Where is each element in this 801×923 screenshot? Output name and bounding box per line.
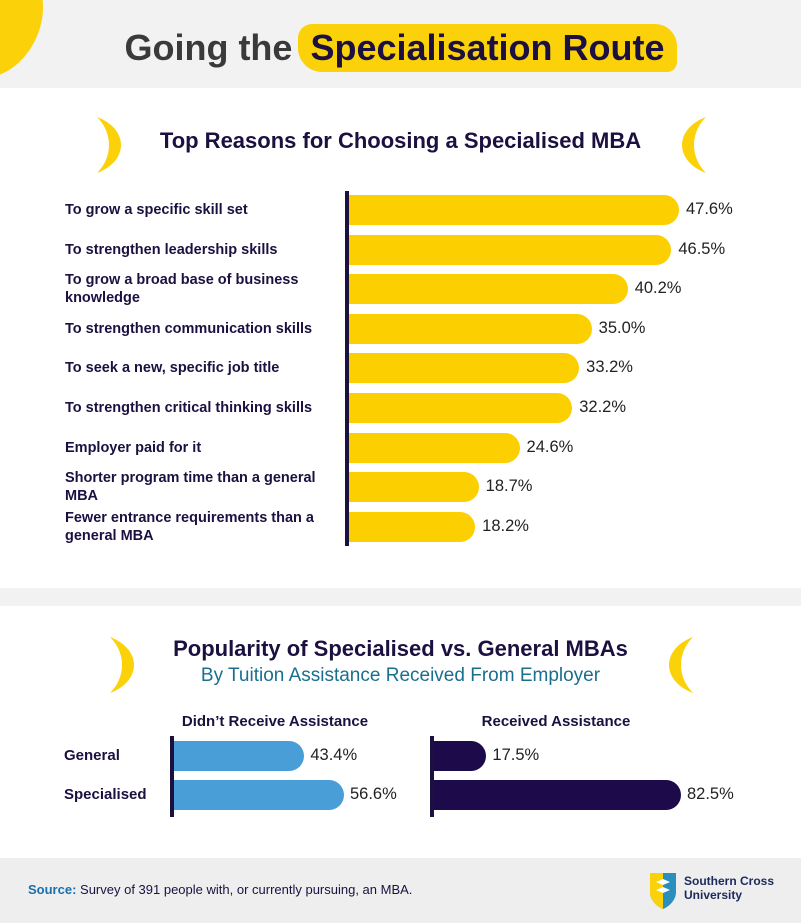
source-label: Source:: [28, 882, 77, 897]
reasons-bar: [349, 472, 479, 503]
popularity-value-label: 17.5%: [492, 746, 540, 764]
popularity-category-label: General: [64, 747, 120, 764]
popularity-group-title: Received Assistance: [481, 713, 631, 730]
source-note: Source: Survey of 391 people with, or cu…: [28, 882, 412, 897]
popularity-chart-subtitle: By Tuition Assistance Received From Empl…: [200, 665, 601, 686]
reasons-category-label: To strengthen critical thinking skills: [65, 400, 313, 416]
popularity-axis: [430, 736, 434, 817]
reasons-category-label: Shorter program time than a general MBA: [65, 470, 316, 505]
popularity-axis: [170, 736, 174, 817]
reasons-value-label: 46.5%: [678, 239, 726, 258]
reasons-bar: [349, 511, 476, 542]
reasons-value-label: 40.2%: [634, 279, 682, 298]
popularity-panel: Popularity of Specialised vs. General MB…: [0, 606, 801, 858]
popularity-value-label: 56.6%: [350, 785, 397, 803]
popularity-bar: [434, 780, 681, 810]
reasons-category-label: To strengthen leadership skills: [65, 241, 278, 258]
popularity-value-label: 43.4%: [310, 746, 358, 764]
right-crescent-icon-2: [669, 637, 693, 693]
reasons-bar: [349, 353, 580, 384]
source-text: Survey of 391 people with, or currently …: [76, 882, 413, 897]
left-crescent-icon: [97, 117, 121, 173]
reasons-category-label: To seek a new, specific job title: [65, 360, 280, 377]
reasons-axis: [345, 191, 349, 546]
reasons-bar: [349, 234, 672, 265]
page-title-highlight: Specialisation Route: [298, 24, 677, 73]
reasons-category-label: Fewer entrance requirements than a gener…: [65, 509, 314, 544]
reasons-bar: [349, 195, 679, 225]
reasons-bar: [349, 274, 628, 305]
reasons-bar: [349, 313, 592, 344]
reasons-bar: [349, 432, 520, 463]
left-crescent-icon-2: [110, 637, 134, 693]
shield-logo-icon: [650, 873, 676, 909]
reasons-category-label: To grow a specific skill set: [65, 202, 248, 218]
popularity-group-title: Didn’t Receive Assistance: [181, 713, 369, 730]
reasons-value-label: 24.6%: [526, 437, 574, 456]
popularity-bar: [434, 741, 487, 771]
reasons-panel: Top Reasons for Choosing a Specialised M…: [0, 88, 801, 588]
reasons-category-label: Employer paid for it: [65, 439, 202, 456]
popularity-chart-title: Popularity of Specialised vs. General MB…: [173, 636, 628, 661]
page-title: Going the Specialisation Route: [0, 22, 801, 73]
footer: Source: Survey of 391 people with, or cu…: [0, 858, 801, 923]
reasons-category-label: To strengthen communication skills: [65, 320, 313, 337]
reasons-value-label: 47.6%: [686, 200, 733, 218]
reasons-value-label: 32.2%: [579, 398, 627, 416]
reasons-category-label: To grow a broad base of business knowled…: [65, 272, 299, 307]
university-logo: Southern Cross University: [648, 870, 788, 914]
reasons-value-label: 18.2%: [482, 516, 529, 535]
logo-text-line1: Southern Cross: [684, 874, 775, 888]
popularity-bar: [174, 780, 344, 810]
reasons-bar: [349, 393, 573, 423]
logo-text: Southern Cross University: [684, 874, 794, 902]
popularity-value-label: 82.5%: [687, 785, 734, 803]
popularity-bar: [174, 741, 305, 771]
reasons-value-label: 35.0%: [598, 318, 646, 337]
right-crescent-icon: [682, 117, 706, 173]
popularity-category-label: Specialised: [64, 786, 147, 803]
logo-text-line2: University: [684, 888, 743, 902]
reasons-value-label: 18.7%: [485, 477, 533, 496]
reasons-chart-title: Top Reasons for Choosing a Specialised M…: [159, 128, 642, 153]
reasons-value-label: 33.2%: [586, 358, 633, 377]
page-title-plain: Going the: [124, 27, 293, 69]
